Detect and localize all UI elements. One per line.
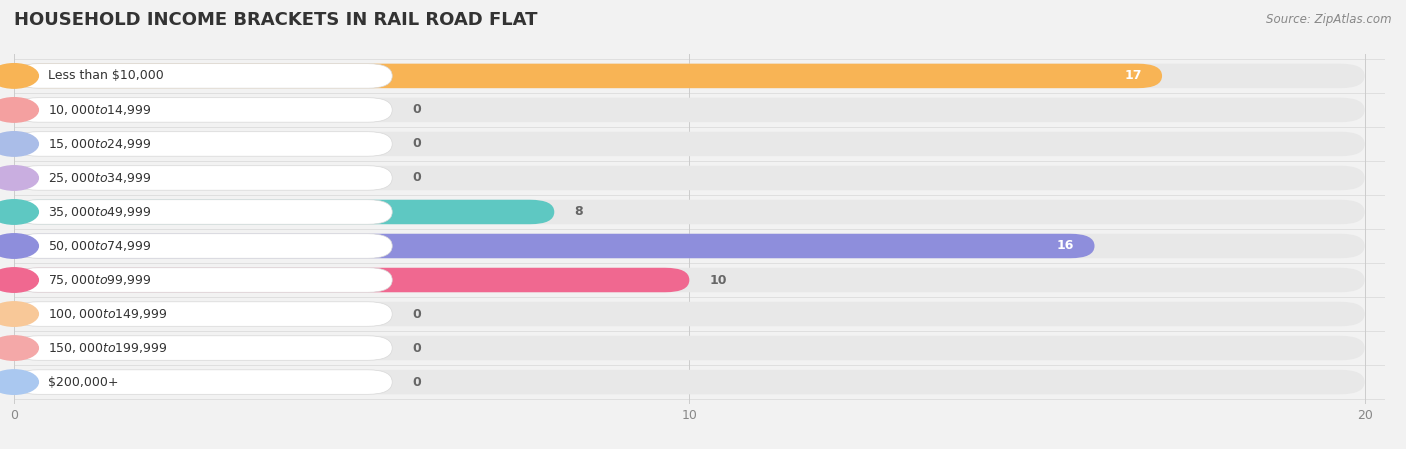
Text: $150,000 to $199,999: $150,000 to $199,999 bbox=[48, 341, 167, 355]
FancyBboxPatch shape bbox=[14, 268, 1365, 292]
FancyBboxPatch shape bbox=[14, 132, 1365, 156]
FancyBboxPatch shape bbox=[14, 336, 392, 360]
FancyBboxPatch shape bbox=[14, 64, 1163, 88]
Text: 0: 0 bbox=[412, 375, 422, 388]
FancyBboxPatch shape bbox=[14, 200, 554, 224]
Circle shape bbox=[0, 98, 38, 122]
FancyBboxPatch shape bbox=[14, 268, 689, 292]
FancyBboxPatch shape bbox=[14, 234, 1365, 258]
FancyBboxPatch shape bbox=[14, 166, 1365, 190]
Circle shape bbox=[0, 302, 38, 326]
FancyBboxPatch shape bbox=[14, 302, 392, 326]
Circle shape bbox=[0, 234, 38, 258]
FancyBboxPatch shape bbox=[14, 234, 1094, 258]
FancyBboxPatch shape bbox=[14, 98, 1365, 122]
Text: HOUSEHOLD INCOME BRACKETS IN RAIL ROAD FLAT: HOUSEHOLD INCOME BRACKETS IN RAIL ROAD F… bbox=[14, 11, 537, 29]
FancyBboxPatch shape bbox=[14, 268, 392, 292]
FancyBboxPatch shape bbox=[14, 302, 1365, 326]
FancyBboxPatch shape bbox=[14, 166, 392, 190]
Text: 0: 0 bbox=[412, 172, 422, 185]
Text: Source: ZipAtlas.com: Source: ZipAtlas.com bbox=[1267, 13, 1392, 26]
FancyBboxPatch shape bbox=[14, 370, 392, 394]
Circle shape bbox=[0, 166, 38, 190]
FancyBboxPatch shape bbox=[14, 98, 392, 122]
FancyBboxPatch shape bbox=[14, 200, 392, 224]
Circle shape bbox=[0, 370, 38, 394]
Text: $200,000+: $200,000+ bbox=[48, 375, 118, 388]
Circle shape bbox=[0, 132, 38, 156]
Text: $10,000 to $14,999: $10,000 to $14,999 bbox=[48, 103, 152, 117]
FancyBboxPatch shape bbox=[14, 64, 1365, 88]
Text: 10: 10 bbox=[710, 273, 727, 286]
FancyBboxPatch shape bbox=[14, 132, 392, 156]
Circle shape bbox=[0, 336, 38, 360]
Circle shape bbox=[0, 268, 38, 292]
Text: 0: 0 bbox=[412, 137, 422, 150]
Text: $100,000 to $149,999: $100,000 to $149,999 bbox=[48, 307, 167, 321]
FancyBboxPatch shape bbox=[14, 336, 1365, 360]
FancyBboxPatch shape bbox=[14, 370, 1365, 394]
Text: 17: 17 bbox=[1125, 70, 1142, 83]
Text: 0: 0 bbox=[412, 103, 422, 116]
Text: $25,000 to $34,999: $25,000 to $34,999 bbox=[48, 171, 152, 185]
Text: $75,000 to $99,999: $75,000 to $99,999 bbox=[48, 273, 152, 287]
Text: $50,000 to $74,999: $50,000 to $74,999 bbox=[48, 239, 152, 253]
Text: 8: 8 bbox=[575, 206, 583, 219]
FancyBboxPatch shape bbox=[14, 234, 392, 258]
Text: 0: 0 bbox=[412, 308, 422, 321]
Circle shape bbox=[0, 64, 38, 88]
Text: 16: 16 bbox=[1057, 239, 1074, 252]
Circle shape bbox=[0, 200, 38, 224]
Text: $35,000 to $49,999: $35,000 to $49,999 bbox=[48, 205, 152, 219]
Text: $15,000 to $24,999: $15,000 to $24,999 bbox=[48, 137, 152, 151]
Text: Less than $10,000: Less than $10,000 bbox=[48, 70, 165, 83]
Text: 0: 0 bbox=[412, 342, 422, 355]
FancyBboxPatch shape bbox=[14, 64, 392, 88]
FancyBboxPatch shape bbox=[14, 200, 1365, 224]
